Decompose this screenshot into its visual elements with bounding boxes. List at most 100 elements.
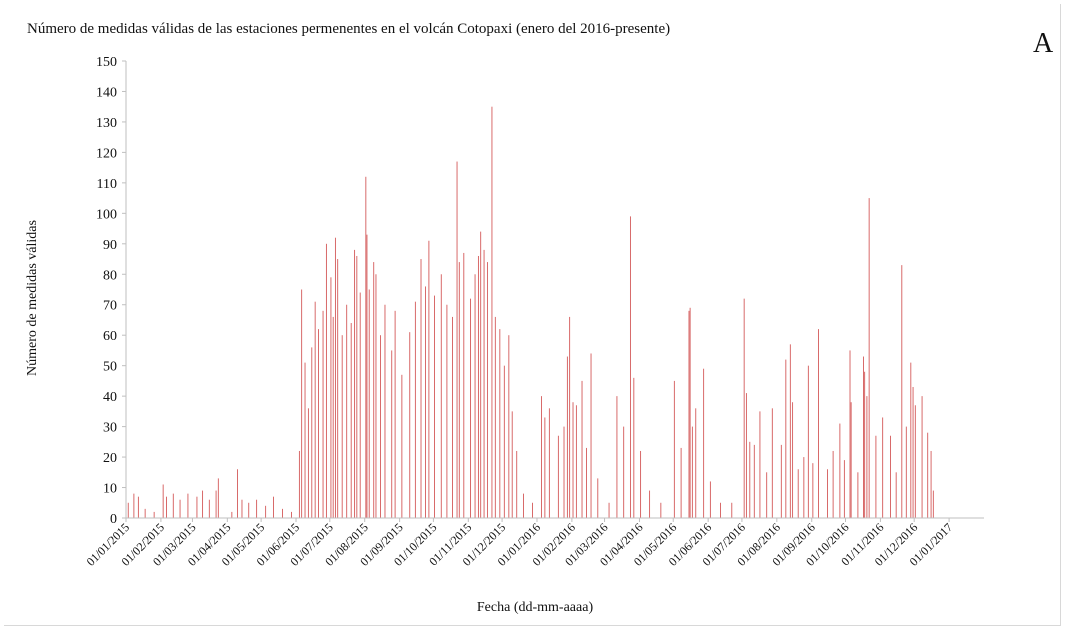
bar: [557, 435, 559, 518]
bar: [217, 478, 219, 518]
bar: [359, 292, 361, 518]
bar: [311, 347, 313, 518]
bar: [137, 496, 139, 518]
bar: [202, 490, 204, 518]
bar: [511, 411, 513, 518]
bar: [494, 316, 496, 518]
bar: [248, 502, 250, 518]
bar: [688, 310, 690, 518]
bar: [414, 301, 416, 518]
y-tick-label: 90: [103, 238, 117, 253]
bar: [350, 323, 352, 518]
y-tick-label: 30: [103, 421, 117, 436]
bar: [680, 447, 682, 518]
bar: [569, 316, 571, 518]
x-ticks-group: 01/01/201501/02/201501/03/201501/04/2015…: [84, 518, 955, 569]
bar: [864, 371, 866, 518]
bar: [503, 365, 505, 518]
y-tick-label: 60: [103, 329, 117, 344]
bar: [330, 277, 332, 518]
bar: [759, 411, 761, 518]
bar: [695, 408, 697, 518]
bar: [241, 499, 243, 518]
bar: [914, 405, 916, 518]
bar: [709, 481, 711, 518]
bar: [548, 408, 550, 518]
bar: [703, 368, 705, 518]
bar: [749, 441, 751, 518]
bar: [882, 417, 884, 518]
bar: [318, 329, 319, 518]
bar: [346, 304, 348, 518]
bar: [499, 329, 501, 518]
bar: [127, 502, 129, 518]
bar: [380, 335, 381, 518]
y-tick-label: 10: [103, 482, 117, 497]
bar: [337, 259, 339, 518]
bar: [649, 490, 651, 518]
bar: [215, 490, 217, 518]
bar: [491, 106, 493, 518]
y-tick-label: 70: [103, 299, 117, 314]
y-tick-label: 80: [103, 268, 117, 283]
bar: [172, 493, 174, 518]
bar: [474, 274, 476, 518]
bar: [745, 393, 747, 518]
bar: [689, 307, 691, 518]
bar: [866, 396, 868, 518]
bar: [863, 356, 864, 518]
bar: [581, 380, 583, 518]
bar: [162, 484, 164, 518]
bar: [633, 377, 635, 518]
bar: [480, 231, 482, 518]
bar: [452, 316, 453, 518]
bar: [586, 447, 587, 518]
bar: [843, 460, 845, 518]
x-axis-label: Fecha (dd-mm-aaaa): [477, 600, 594, 615]
bar: [523, 493, 524, 518]
bar: [532, 502, 533, 518]
bar: [322, 310, 324, 518]
bar: [440, 274, 442, 518]
bar: [231, 511, 233, 518]
bar: [179, 499, 181, 518]
bar: [456, 161, 458, 519]
bar: [144, 508, 146, 518]
bar: [812, 463, 814, 518]
bar: [470, 298, 472, 518]
y-ticks-group: 0 10 20 30 40 50 60 70 80 90 100 110 120 130 140 150: [96, 55, 126, 527]
bar: [743, 298, 745, 518]
bar: [875, 435, 877, 518]
bar: [384, 304, 386, 518]
bar: [458, 262, 460, 518]
bar: [368, 289, 370, 518]
bar: [366, 234, 368, 518]
bar: [133, 493, 135, 518]
bar: [187, 493, 189, 518]
bar: [691, 426, 693, 518]
panel-label: A: [1033, 28, 1054, 59]
bar: [895, 472, 897, 518]
y-tick-label: 140: [96, 85, 117, 100]
bar: [792, 402, 794, 518]
figure-frame: [4, 4, 1061, 626]
bar: [910, 362, 912, 518]
y-tick-label: 150: [96, 55, 117, 70]
bar: [375, 274, 377, 518]
y-tick-label: 110: [97, 177, 117, 192]
bar: [428, 240, 430, 518]
bar: [771, 408, 773, 518]
bar: [803, 457, 805, 518]
bar: [640, 450, 642, 518]
bar: [930, 450, 932, 518]
bar: [265, 505, 267, 518]
chart-title: Número de medidas válidas de las estacio…: [27, 21, 671, 37]
bar: [753, 444, 755, 518]
bar: [597, 478, 599, 518]
bar: [341, 335, 343, 518]
bar: [905, 426, 907, 518]
bar: [544, 417, 546, 518]
bar: [516, 450, 518, 518]
bar: [291, 511, 292, 518]
